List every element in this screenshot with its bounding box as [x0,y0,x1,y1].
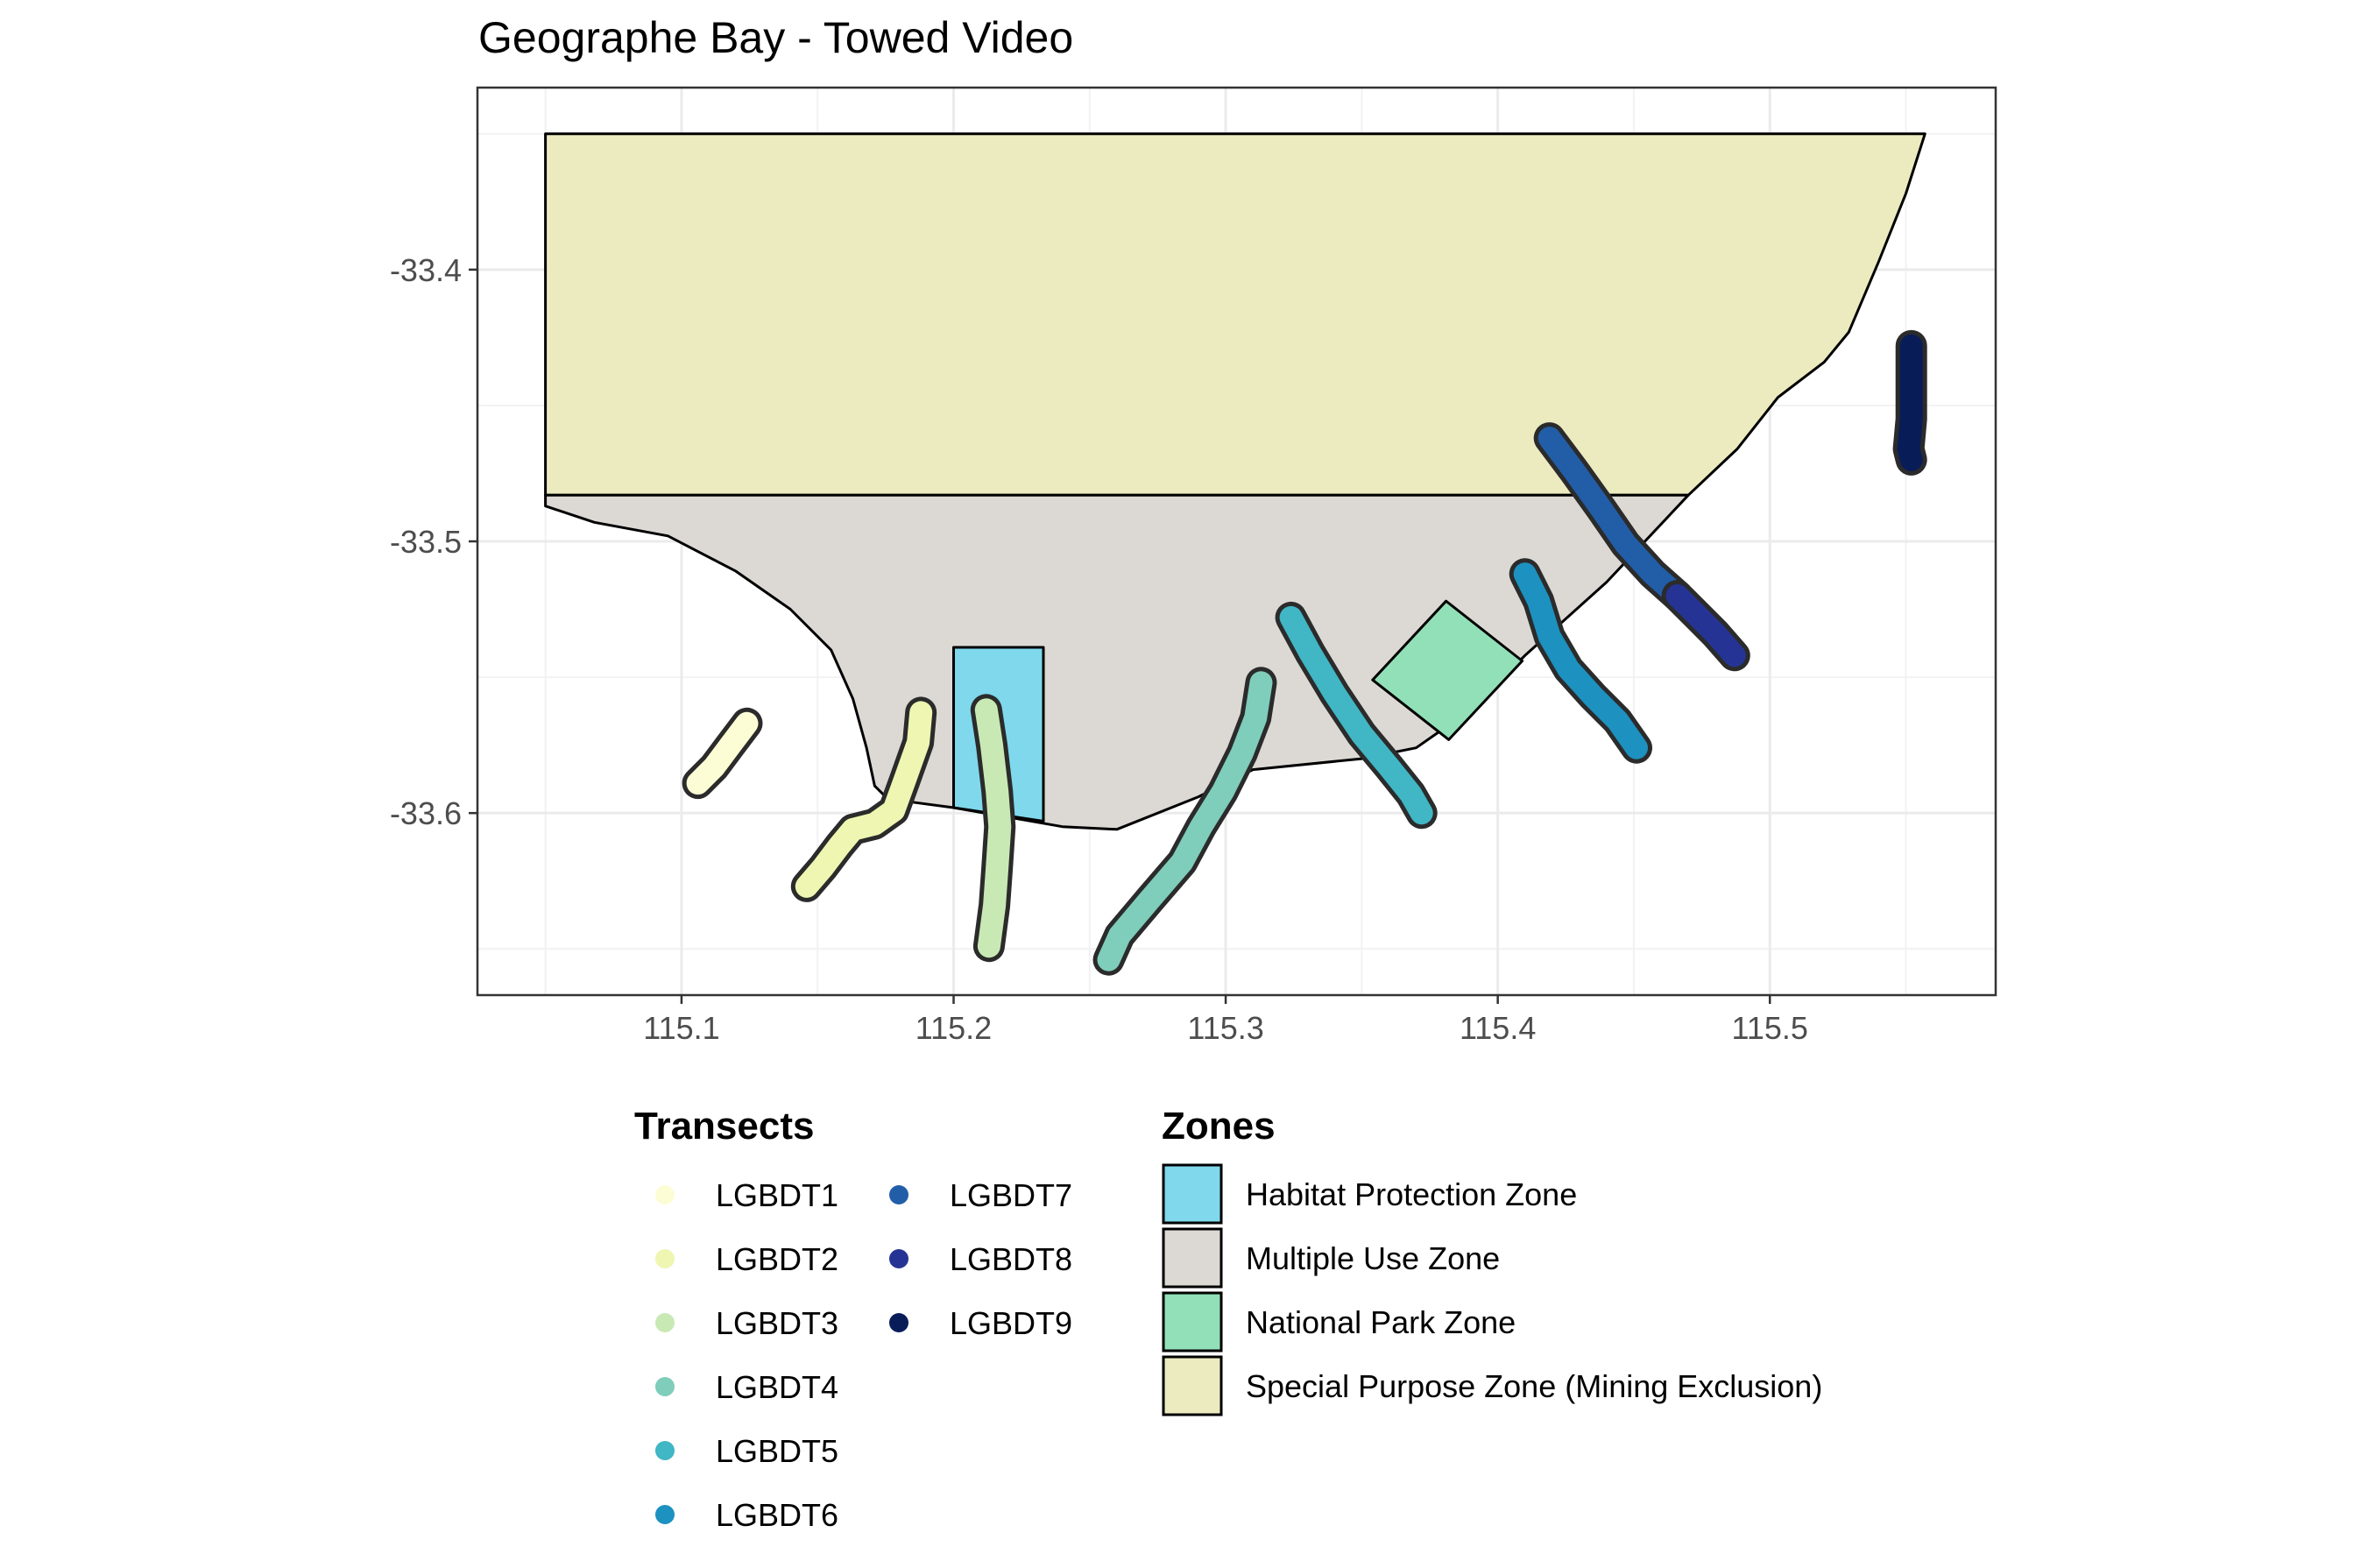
transect-lgbdt6 [1509,558,1652,764]
legend-swatch [655,1249,675,1268]
legend-label: LGBDT3 [716,1305,838,1341]
x-tick-label: 115.3 [1187,1010,1263,1046]
legend-swatch [655,1185,675,1204]
transect-lgbdt8 [1661,580,1750,672]
transect-lgbdt5 [1275,601,1438,830]
legend-swatch [655,1313,675,1332]
legend-label: Habitat Protection Zone [1246,1176,1577,1212]
legend-item-lgbdt6: LGBDT6 [655,1497,838,1533]
transect-line [1097,671,1273,971]
transect-line [974,698,1012,958]
transect-line [686,711,759,795]
transect-lgbdt1 [682,707,763,800]
legend-label: LGBDT5 [716,1433,838,1469]
legend-swatch [1162,1163,1223,1225]
zone-polygons [544,132,1926,831]
legend-item-lgbdt4: LGBDT4 [655,1369,838,1405]
legend-label: LGBDT2 [716,1241,838,1277]
transect-lgbdt9 [1892,329,1927,476]
x-tick-label: 115.4 [1460,1010,1536,1046]
legend-label: LGBDT8 [950,1241,1072,1277]
legend-swatch [889,1313,908,1332]
transect-lgbdt4 [1092,667,1277,976]
legend-label: LGBDT9 [950,1305,1072,1341]
legend-label: LGBDT1 [716,1177,838,1213]
legend-label: LGBDT4 [716,1369,838,1405]
transects-legend-entries: LGBDT1 LGBDT2 LGBDT3 LGBDT4 LGBDT5 LGBDT6 LGBD… [655,1177,1072,1533]
legend-swatch [1162,1227,1223,1289]
x-axis: 115.1 115.2 115.3 115.4 115.5 [643,995,1808,1046]
y-tick-label: -33.6 [390,795,462,831]
legend-swatch [889,1249,908,1268]
legend-item-lgbdt9: LGBDT9 [889,1305,1072,1341]
legend-item-national-park-zone: National Park Zone [1162,1291,1516,1353]
legend-item-lgbdt5: LGBDT5 [655,1433,838,1469]
map-title: Geographe Bay - Towed Video [478,13,1073,62]
transects-legend-title: Transects [634,1105,814,1148]
legend-item-special-purpose-zone-mining-exclusion: Special Purpose Zone (Mining Exclusion) [1162,1355,1822,1416]
legend-item-lgbdt8: LGBDT8 [889,1241,1072,1277]
legend-item-habitat-protection-zone: Habitat Protection Zone [1162,1163,1577,1225]
transect-lgbdt7 [1533,422,1693,611]
zones-legend-entries: Habitat Protection Zone Multiple Use Zone… [1162,1163,1822,1416]
zones-legend-title: Zones [1162,1105,1276,1148]
legend-swatch [1162,1291,1223,1353]
x-tick-label: 115.5 [1732,1010,1808,1046]
zones-legend: Zones Habitat Protection Zone Multiple Us… [1162,1105,1822,1416]
transect-line [1665,584,1746,667]
transect-lgbdt3 [970,694,1016,963]
transect-line [795,701,933,898]
transects-legend: Transects LGBDT1 LGBDT2 LGBDT3 LGBDT4 LGBDT5… [634,1105,1072,1533]
legend-label: LGBDT7 [950,1177,1072,1213]
transect-tracks [682,329,1927,976]
legend-swatch [1162,1355,1223,1416]
legend-label: Multiple Use Zone [1246,1240,1500,1276]
legend-swatch [655,1505,675,1524]
y-axis: -33.4 -33.5 -33.6 [390,252,477,831]
legend-item-lgbdt2: LGBDT2 [655,1241,838,1277]
transect-line [1538,427,1689,607]
y-tick-label: -33.5 [390,524,462,560]
zone-special-purpose-zone-mining-exclusion [544,132,1926,497]
legend-label: Special Purpose Zone (Mining Exclusion) [1246,1368,1822,1404]
legend-swatch [889,1185,908,1204]
transect-line [1513,562,1648,759]
legend-item-lgbdt1: LGBDT1 [655,1177,838,1213]
transect-line [1279,605,1433,825]
legend-item-lgbdt7: LGBDT7 [889,1177,1072,1213]
zone-national-park-zone [1371,599,1524,741]
legend-swatch [655,1441,675,1460]
legend-item-multiple-use-zone: Multiple Use Zone [1162,1227,1500,1289]
legend-label: LGBDT6 [716,1497,838,1533]
legend-item-lgbdt3: LGBDT3 [655,1305,838,1341]
x-tick-label: 115.1 [643,1010,719,1046]
legend-swatch [655,1377,675,1396]
transect-line [1897,334,1923,471]
transect-lgbdt2 [790,696,937,902]
y-tick-label: -33.4 [390,252,462,288]
x-tick-label: 115.2 [915,1010,992,1046]
legend-label: National Park Zone [1246,1304,1516,1340]
